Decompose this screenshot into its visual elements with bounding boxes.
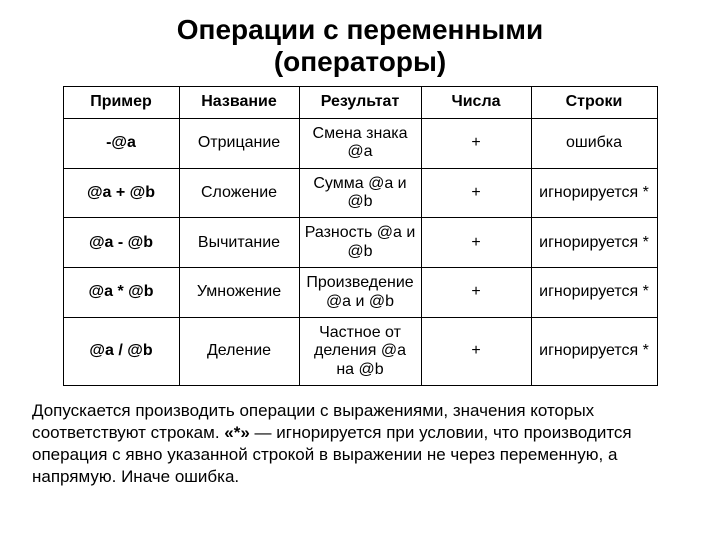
header-row: ПримерНазваниеРезультатЧислаСтроки bbox=[63, 87, 657, 118]
cell-strings: игнорируется * bbox=[531, 268, 657, 318]
cell-numbers: + bbox=[421, 118, 531, 168]
table-row: @a - @bВычитаниеРазность @a и @b+игнорир… bbox=[63, 218, 657, 268]
cell-example: -@a bbox=[63, 118, 179, 168]
cell-name: Сложение bbox=[179, 168, 299, 218]
operators-table: ПримерНазваниеРезультатЧислаСтроки -@aОт… bbox=[63, 86, 658, 386]
cell-result: Смена знака @a bbox=[299, 118, 421, 168]
title-line-2: (операторы) bbox=[274, 46, 446, 77]
footnote-mark: «*» bbox=[224, 423, 250, 442]
cell-result: Сумма @a и @b bbox=[299, 168, 421, 218]
cell-result: Разность @a и @b bbox=[299, 218, 421, 268]
cell-result: Частное от деления @a на @b bbox=[299, 317, 421, 385]
cell-name: Вычитание bbox=[179, 218, 299, 268]
col-header-3: Числа bbox=[421, 87, 531, 118]
cell-result: Произведение @a и @b bbox=[299, 268, 421, 318]
col-header-0: Пример bbox=[63, 87, 179, 118]
table-row: -@aОтрицаниеСмена знака @a+ошибка bbox=[63, 118, 657, 168]
cell-numbers: + bbox=[421, 268, 531, 318]
cell-name: Деление bbox=[179, 317, 299, 385]
cell-example: @a / @b bbox=[63, 317, 179, 385]
table-row: @a / @bДелениеЧастное от деления @a на @… bbox=[63, 317, 657, 385]
cell-numbers: + bbox=[421, 218, 531, 268]
slide: Операции с переменными (операторы) Приме… bbox=[0, 0, 720, 540]
cell-strings: игнорируется * bbox=[531, 218, 657, 268]
table-body: -@aОтрицаниеСмена знака @a+ошибка@a + @b… bbox=[63, 118, 657, 385]
cell-strings: игнорируется * bbox=[531, 168, 657, 218]
cell-example: @a + @b bbox=[63, 168, 179, 218]
col-header-1: Название bbox=[179, 87, 299, 118]
table-row: @a * @bУмножениеПроизведение @a и @b+игн… bbox=[63, 268, 657, 318]
cell-name: Умножение bbox=[179, 268, 299, 318]
col-header-4: Строки bbox=[531, 87, 657, 118]
cell-example: @a - @b bbox=[63, 218, 179, 268]
cell-numbers: + bbox=[421, 317, 531, 385]
cell-example: @a * @b bbox=[63, 268, 179, 318]
table-row: @a + @bСложениеСумма @a и @b+игнорируетс… bbox=[63, 168, 657, 218]
col-header-2: Результат bbox=[299, 87, 421, 118]
cell-name: Отрицание bbox=[179, 118, 299, 168]
title-line-1: Операции с переменными bbox=[177, 14, 543, 45]
table-head: ПримерНазваниеРезультатЧислаСтроки bbox=[63, 87, 657, 118]
cell-numbers: + bbox=[421, 168, 531, 218]
cell-strings: игнорируется * bbox=[531, 317, 657, 385]
page-title: Операции с переменными (операторы) bbox=[28, 14, 692, 78]
footnote: Допускается производить операции с выраж… bbox=[32, 400, 688, 488]
cell-strings: ошибка bbox=[531, 118, 657, 168]
